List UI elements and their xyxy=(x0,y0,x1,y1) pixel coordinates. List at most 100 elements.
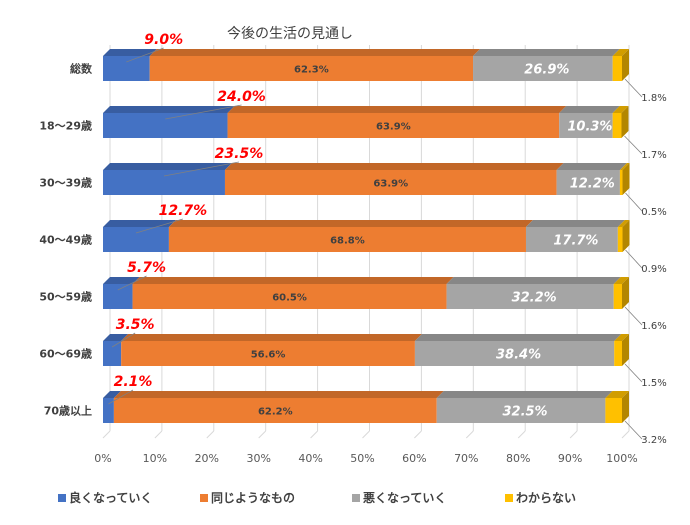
leader-line xyxy=(163,161,240,177)
data-label-good: 24.0% xyxy=(217,89,266,105)
category-label: 18～29歳 xyxy=(39,119,92,133)
bar-top xyxy=(619,163,630,170)
legend-label: 良くなっていく xyxy=(69,490,152,505)
bar-segment xyxy=(556,170,620,195)
data-label-good: 23.5% xyxy=(215,146,264,162)
data-label-unknown: 1.6% xyxy=(641,321,666,332)
data-label-same: 56.6% xyxy=(251,350,286,361)
bar-side xyxy=(622,49,629,81)
data-label-worse: 12.2% xyxy=(570,177,615,192)
data-label-same: 68.8% xyxy=(330,236,365,247)
legend-label: 悪くなっていく xyxy=(363,491,446,505)
gridline-floor xyxy=(310,430,318,439)
bar-top xyxy=(121,334,422,341)
category-labels: 総数 18～29歳 30～39歳 40～49歳 50～59歳 60～69歳 70歳以上 xyxy=(39,62,93,418)
bar-top xyxy=(414,334,622,341)
gridline-floor xyxy=(465,430,474,439)
bar-segment xyxy=(224,170,557,195)
bar-segment xyxy=(612,56,622,81)
bar-top xyxy=(103,220,176,227)
bar-segment xyxy=(121,341,415,366)
category-label: 60～69歳 xyxy=(39,347,92,361)
gridline-floor xyxy=(621,430,630,439)
data-label-good: 12.7% xyxy=(159,203,208,219)
bar-top xyxy=(556,163,627,170)
bar-segment xyxy=(227,113,560,138)
bar-segment xyxy=(436,398,606,423)
data-label-worse: 26.9% xyxy=(524,63,569,78)
bar-side xyxy=(622,334,629,366)
bar-segment xyxy=(113,398,437,423)
x-tick-label: 0% xyxy=(94,452,111,465)
gridline-floor xyxy=(206,430,215,439)
data-label-good: 9.0% xyxy=(144,32,183,48)
bar-side xyxy=(622,391,629,423)
x-tick-label: 100% xyxy=(606,452,637,465)
legend-label: わからない xyxy=(516,491,576,505)
data-label-worse: 38.4% xyxy=(496,348,541,363)
leader-line xyxy=(625,192,643,212)
bar-segment xyxy=(612,113,622,138)
bar-segment xyxy=(103,398,114,423)
bar-top xyxy=(614,334,629,341)
data-label-unknown: 1.8% xyxy=(641,93,666,104)
bar-side xyxy=(622,277,629,309)
data-label-good: 3.5% xyxy=(116,317,155,333)
bar-segment xyxy=(103,56,150,81)
legend-label: 同じようなもの xyxy=(211,491,295,505)
category-label: 総数 xyxy=(70,62,93,76)
x-tick-label: 20% xyxy=(195,452,219,465)
bar-segment xyxy=(614,341,622,366)
data-label-good: 5.7% xyxy=(127,260,166,276)
legend-swatch xyxy=(505,494,513,502)
leader-line xyxy=(111,332,136,348)
bar-top xyxy=(613,277,629,284)
data-label-worse: 10.3% xyxy=(567,120,612,135)
bar-segment xyxy=(103,227,169,252)
x-tick-label: 60% xyxy=(402,452,426,465)
leader-line xyxy=(135,218,184,234)
data-label-unknown: 0.9% xyxy=(641,264,666,275)
data-label-unknown: 0.5% xyxy=(641,207,666,218)
bar-segment xyxy=(559,113,613,138)
leader-line xyxy=(624,78,643,98)
chart-title: 今後の生活の見通し xyxy=(227,26,353,42)
bar-segment xyxy=(168,227,526,252)
bar-top xyxy=(103,277,140,284)
bar-top xyxy=(103,106,235,113)
bar-top xyxy=(224,163,564,170)
x-tick-label: 80% xyxy=(506,452,530,465)
data-label-worse: 32.2% xyxy=(512,291,557,306)
leader-line xyxy=(624,420,643,440)
legend-swatch xyxy=(200,494,208,502)
x-tick-label: 50% xyxy=(350,452,374,465)
gridline-floor xyxy=(102,430,111,439)
bar-top xyxy=(605,391,629,398)
bar-top xyxy=(559,106,620,113)
gridline-floor xyxy=(258,430,267,439)
bar-top xyxy=(612,106,629,113)
bar-top xyxy=(227,106,567,113)
bar-segment xyxy=(619,170,623,195)
data-labels: 9.0% 62.3% 26.9% 1.8% 24.0% 63.9% 10.3% 1.7% 23.… xyxy=(108,32,667,446)
bar-segment xyxy=(473,56,613,81)
data-label-worse: 32.5% xyxy=(502,405,547,420)
data-label-same: 63.9% xyxy=(376,122,411,133)
bar-segment xyxy=(103,113,228,138)
bar-top xyxy=(103,334,129,341)
x-tick-label: 90% xyxy=(558,452,582,465)
data-label-same: 62.3% xyxy=(294,65,329,76)
x-tick-label: 10% xyxy=(143,452,167,465)
gridline-floor xyxy=(154,430,163,439)
bar-segment xyxy=(525,227,618,252)
x-tick-labels: 0% 10% 20% 30% 40% 50% 60% 70% 80% 90% 100% xyxy=(94,452,637,465)
x-tick-label: 40% xyxy=(298,452,322,465)
data-label-same: 62.2% xyxy=(258,407,293,418)
data-label-good: 2.1% xyxy=(114,374,153,390)
bar-segment xyxy=(103,170,225,195)
bar-top xyxy=(473,49,620,56)
data-label-worse: 17.7% xyxy=(553,234,598,249)
bar-segment xyxy=(617,227,623,252)
bar-top xyxy=(103,163,232,170)
